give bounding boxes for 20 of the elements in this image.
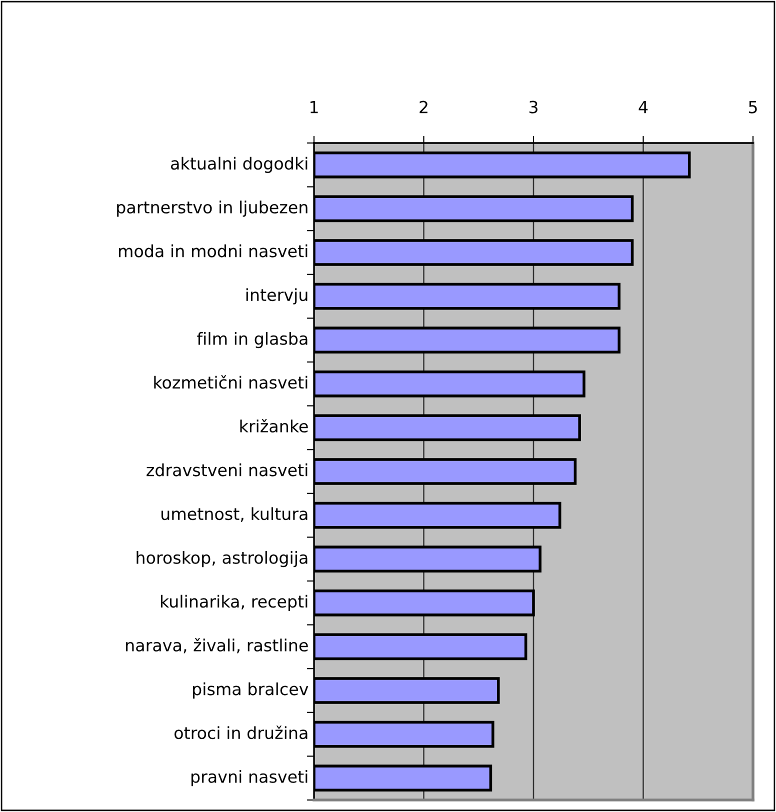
x-tick-label: 4 (638, 100, 648, 114)
y-tick-label: partnerstvo in ljubezen (117, 200, 308, 217)
x-tick-label: 1 (310, 100, 318, 114)
y-tick-label: intervju (246, 288, 308, 304)
y-tick-label: moda in modni nasveti (118, 244, 308, 258)
y-tick-label: pisma bralcev (193, 682, 308, 699)
y-tick-label: film in glasba (197, 332, 308, 348)
x-tick-label: 2 (420, 100, 428, 114)
y-tick-label: narava, živali, rastline (126, 638, 308, 654)
y-tick-label: kozmetični nasveti (154, 375, 308, 389)
x-tick-label: 3 (529, 100, 538, 114)
y-tick-label: horoskop, astrologija (136, 551, 308, 568)
y-tick-label: kulinarika, recepti (160, 594, 308, 611)
x-tick-label: 5 (748, 100, 757, 114)
y-tick-label: umetnost, kultura (162, 507, 308, 522)
y-tick-label: pravni nasveti (192, 770, 308, 786)
y-tick-label: aktualni dogodki (171, 156, 308, 173)
y-tick-label: zdravstveni nasveti (146, 463, 308, 476)
y-tick-label: križanke (240, 418, 308, 433)
y-tick-label: otroci in družina (174, 726, 308, 740)
